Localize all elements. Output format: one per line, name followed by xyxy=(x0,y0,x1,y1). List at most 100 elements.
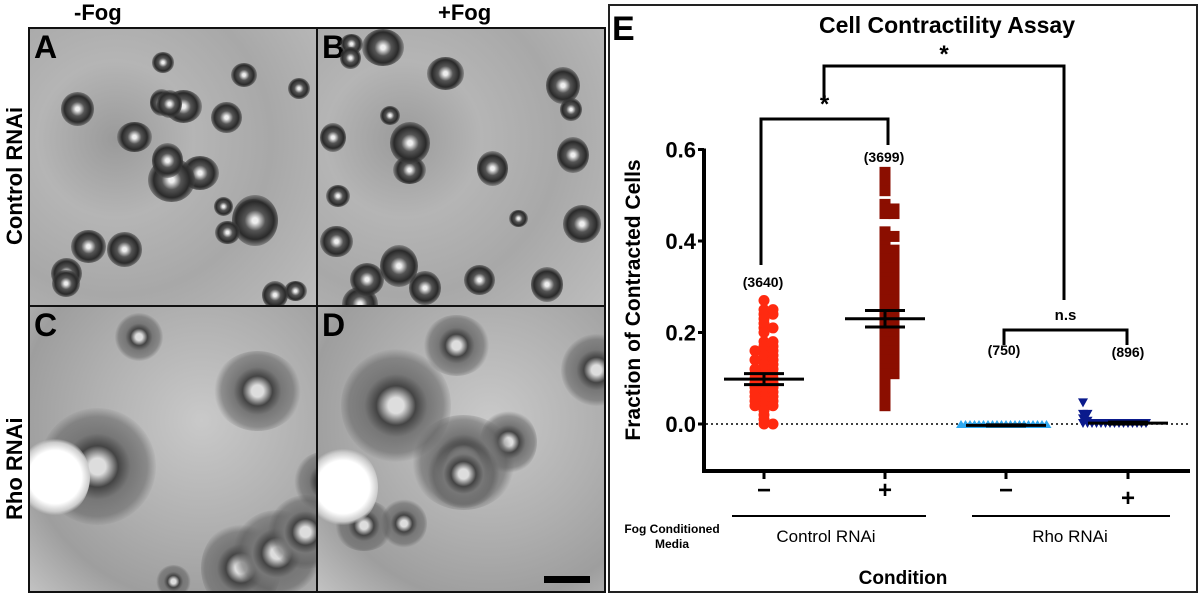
fog-conditioned-label-line: Fog Conditioned xyxy=(624,522,719,536)
data-point xyxy=(888,294,900,306)
n-count-label: (750) xyxy=(988,342,1021,358)
cell-image xyxy=(117,121,152,152)
cell-image xyxy=(288,78,310,100)
data-point xyxy=(888,368,900,380)
n-count-label: (896) xyxy=(1112,344,1145,360)
cell-image xyxy=(426,439,501,508)
x-tick-label: + xyxy=(1121,485,1135,512)
cell-image xyxy=(409,270,441,305)
significance-bracket xyxy=(759,117,890,265)
cell-image xyxy=(562,205,601,244)
fog-conditioned-label-line: Media xyxy=(655,537,689,551)
cell-image xyxy=(71,229,106,263)
cell-image xyxy=(463,264,495,295)
y-axis-label: Fraction of Contracted Cells xyxy=(622,159,645,440)
x-tick-label: + xyxy=(878,477,892,504)
cell-image xyxy=(557,137,589,174)
data-point xyxy=(888,281,900,293)
data-point xyxy=(1078,414,1088,424)
y-tick-label: 0.2 xyxy=(665,321,696,346)
chart-panel-e: E Cell Contractility Assay Fraction of C… xyxy=(608,4,1198,593)
cell-image xyxy=(230,63,257,88)
y-tick-label: 0.4 xyxy=(665,229,696,254)
cell-image xyxy=(325,185,350,208)
panel-letter: D xyxy=(322,307,346,343)
cell-image xyxy=(115,312,164,362)
data-point xyxy=(749,345,761,357)
column-header-minus-fog: -Fog xyxy=(74,0,122,25)
cell-image xyxy=(106,232,143,267)
data-point xyxy=(888,208,900,220)
cell-image xyxy=(151,143,183,178)
cell-image xyxy=(283,281,307,302)
data-point xyxy=(767,304,779,316)
row-label-rho-rnai: Rho RNAi xyxy=(2,417,27,520)
data-point xyxy=(758,294,770,306)
n-count-label: (3640) xyxy=(743,274,783,290)
panel-letter: C xyxy=(34,307,58,343)
panel-letter: A xyxy=(34,29,58,65)
cell-image xyxy=(157,90,183,119)
cell-image xyxy=(212,350,303,431)
cell-image xyxy=(380,105,401,126)
panel-letter-e: E xyxy=(612,10,635,48)
chart-title: Cell Contractility Assay xyxy=(819,12,1075,38)
cell-image xyxy=(268,494,316,569)
data-point xyxy=(888,308,900,320)
fog-conditioned-label: Fog Conditioned Media xyxy=(624,522,719,551)
n-count-label: (3699) xyxy=(864,149,904,165)
cell-image xyxy=(51,269,81,298)
data-point xyxy=(888,272,900,284)
data-point xyxy=(888,230,900,242)
cell-image xyxy=(261,280,288,305)
cell-image xyxy=(156,564,191,591)
significance-bracket xyxy=(1002,328,1129,345)
scatter-chart: E Cell Contractility Assay Fraction of C… xyxy=(612,10,1190,589)
data-point xyxy=(879,391,891,403)
data-point xyxy=(758,317,770,329)
data-point xyxy=(767,418,779,430)
cell-image xyxy=(340,46,361,70)
column-header-plus-fog: +Fog xyxy=(438,0,492,25)
cell-image xyxy=(426,57,464,90)
panel-letter: B xyxy=(322,29,346,65)
cell-image xyxy=(561,334,604,407)
data-point xyxy=(879,166,891,178)
significance-label: * xyxy=(820,91,830,118)
data-point xyxy=(879,400,891,412)
micrograph-panel-a: A xyxy=(28,27,318,307)
micrograph-panel-c: C xyxy=(28,305,318,593)
cell-image xyxy=(545,66,580,105)
x-axis-label: Condition xyxy=(859,568,948,589)
x-tick-label: − xyxy=(757,477,771,504)
cell-image xyxy=(508,210,528,228)
x-tick-label: − xyxy=(999,477,1013,504)
y-tick-label: 0.0 xyxy=(665,412,696,437)
significance-label: n.s xyxy=(1055,307,1077,324)
cell-image xyxy=(213,197,234,217)
scale-bar xyxy=(544,576,590,583)
row-label-control-rnai: Control RNAi xyxy=(2,106,27,245)
bright-cell-image xyxy=(318,447,378,527)
cell-image xyxy=(231,195,278,247)
cell-image xyxy=(390,122,430,164)
data-point xyxy=(1078,398,1088,408)
cell-image xyxy=(362,29,405,67)
cell-image xyxy=(350,262,385,296)
cell-image xyxy=(61,92,94,126)
cell-image xyxy=(151,52,174,73)
data-point xyxy=(749,354,761,366)
cell-image xyxy=(423,315,490,377)
data-point xyxy=(879,185,891,197)
bright-cell-image xyxy=(30,437,90,517)
data-point xyxy=(1082,409,1093,419)
significance-label: * xyxy=(939,41,949,68)
data-point xyxy=(879,381,891,393)
data-point xyxy=(888,244,900,256)
data-point xyxy=(879,208,891,220)
data-point xyxy=(879,176,891,188)
cell-image xyxy=(319,122,346,153)
data-point xyxy=(888,262,900,274)
data-point xyxy=(888,253,900,265)
micrograph-panel-d: D xyxy=(316,305,606,593)
